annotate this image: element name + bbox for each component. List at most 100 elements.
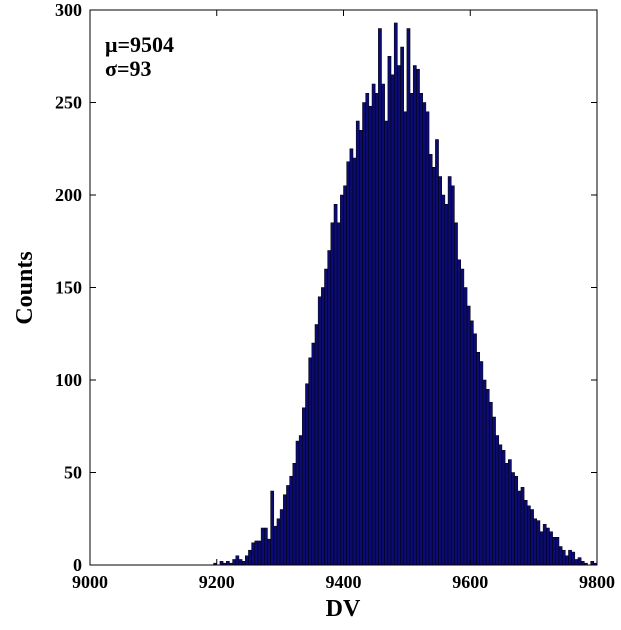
bar [542,524,547,566]
bar [454,222,458,566]
bar [479,361,484,566]
bar [517,490,522,566]
bar [492,416,496,566]
bar [308,357,313,566]
bar [390,74,395,566]
bar [359,130,363,566]
bar [403,111,408,566]
bar [292,463,297,566]
bar [406,28,411,566]
bar [355,120,360,566]
bar [241,561,246,566]
bar [289,475,294,566]
bar [298,435,303,566]
bar [336,222,341,566]
bar [248,549,252,566]
bar [555,537,560,566]
bar [397,65,401,566]
y-tick-label: 200 [55,185,82,205]
bar [428,154,433,566]
bar [457,259,461,566]
bar [546,527,550,566]
bar [317,296,322,566]
bar [257,540,262,566]
bar [327,250,332,566]
bar [435,139,439,566]
bar [324,268,328,566]
bar [235,555,240,566]
bar [489,401,493,566]
bar [508,459,512,566]
bar [565,555,569,566]
annotation: μ=9504 [105,32,174,57]
bar [536,520,541,566]
bar [219,561,224,566]
bar [260,527,265,566]
bar [511,472,515,566]
bar [270,490,275,566]
bar [273,525,278,566]
bar [571,551,576,566]
bar [238,559,243,566]
bar [501,450,506,566]
bar [441,194,446,566]
bar [574,559,579,566]
bar [286,485,290,566]
bar [283,494,287,566]
x-tick-label: 9800 [579,572,615,592]
bar [431,167,436,566]
bar [311,342,316,566]
bar [254,540,259,566]
bar [245,555,249,566]
bar [473,333,477,566]
bar [419,93,423,566]
bar [371,83,376,566]
bar [476,352,481,566]
bar [580,561,585,566]
bar [276,518,281,566]
y-tick-label: 300 [55,0,82,20]
bar [349,148,354,566]
bar [590,561,595,566]
bar [539,531,544,566]
bar [530,509,534,566]
bar [422,102,427,566]
bar [264,527,268,566]
y-tick-label: 250 [55,93,82,113]
bar [378,28,382,566]
bar [447,176,452,566]
bar [393,22,398,566]
bar [400,46,404,566]
bar [558,546,563,566]
bar [533,518,538,566]
bar [485,389,490,566]
bar [362,102,366,566]
bar [504,463,509,566]
bar [343,185,347,566]
bar [381,83,385,566]
bar [409,93,414,566]
bar [251,542,256,566]
bar [523,500,528,566]
bar [314,324,319,566]
bar [295,440,300,566]
bar [438,176,442,566]
bar [387,56,392,566]
bar [346,161,351,566]
y-tick-label: 0 [73,555,82,575]
y-tick-label: 100 [55,370,82,390]
bar [450,185,455,566]
x-tick-label: 9600 [452,572,488,592]
bar [460,268,465,566]
x-tick-label: 9000 [72,572,108,592]
bar [577,557,582,566]
x-tick-label: 9200 [199,572,235,592]
bar [384,120,389,566]
bar [267,538,271,566]
bar [330,222,335,566]
y-tick-label: 150 [55,278,82,298]
bar [352,157,357,566]
bar [463,287,468,566]
x-tick-label: 9400 [326,572,362,592]
